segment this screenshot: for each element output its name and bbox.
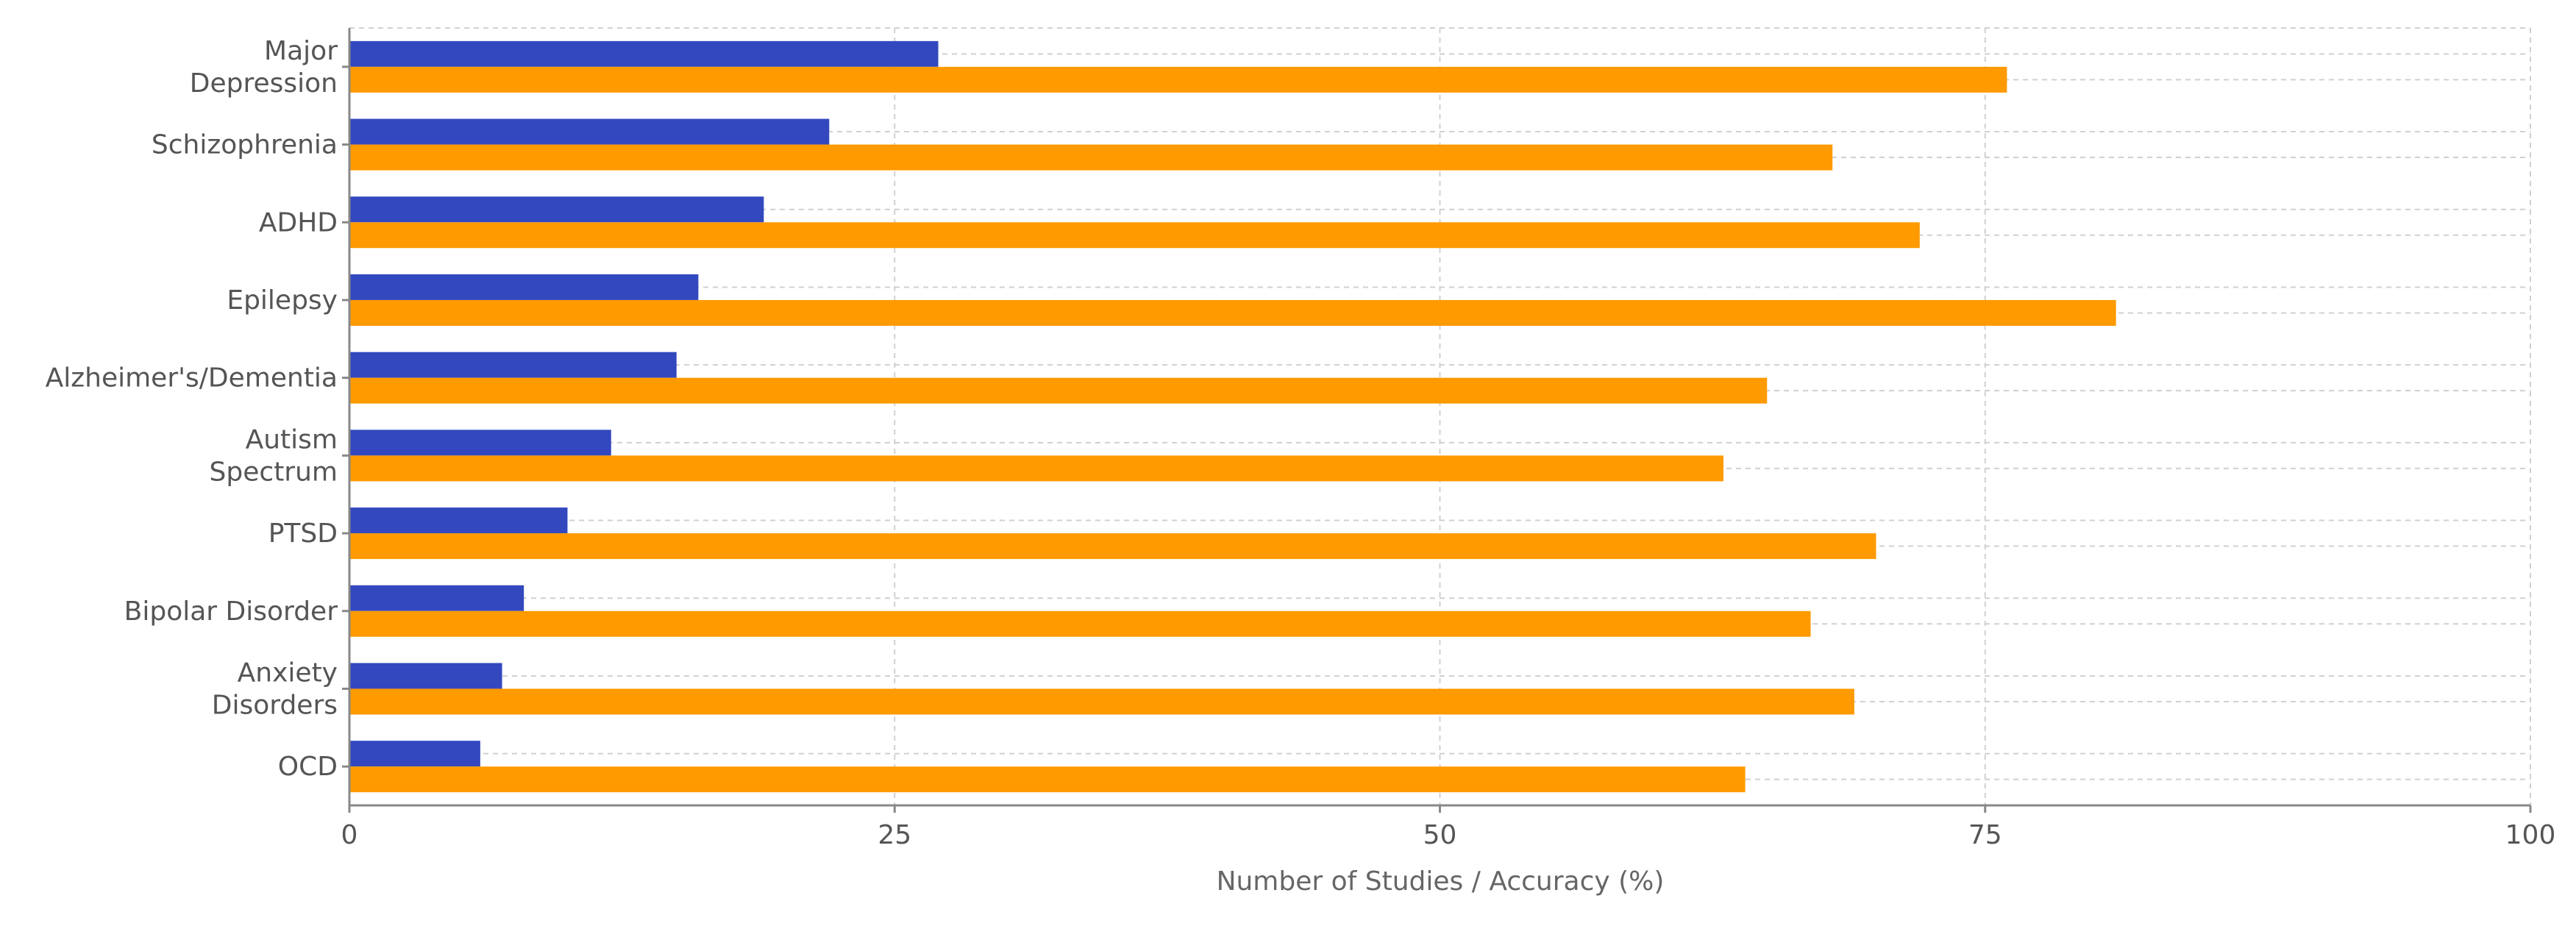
labels: 0 25 50 75 100 Major Depression Schizophrenia AD… xyxy=(46,36,2556,850)
y-tick-label-line: Epilepsy xyxy=(227,285,338,316)
bar-series-2-9 xyxy=(349,766,1746,793)
y-tick-label-line: Major xyxy=(264,36,338,66)
bar-series-2-3 xyxy=(349,299,2116,326)
y-tick-label-line: Bipolar Disorder xyxy=(124,596,338,627)
bar-series-2-4 xyxy=(349,377,1768,404)
bar-series-2-2 xyxy=(349,222,1920,249)
y-tick-label-line: PTSD xyxy=(268,519,338,549)
bar-series-1-2 xyxy=(349,196,764,223)
bar-series-1-3 xyxy=(349,274,699,300)
bar-series-1-9 xyxy=(349,741,480,767)
y-tick-label-line: ADHD xyxy=(259,207,338,238)
y-tick-label-line: Spectrum xyxy=(210,457,338,487)
bar-series-2-6 xyxy=(349,533,1876,560)
bar-series-2-5 xyxy=(349,455,1723,482)
x-tick-label: 25 xyxy=(878,820,911,850)
bar-series-2-8 xyxy=(349,688,1854,715)
y-tick-label-line: Autism xyxy=(246,424,338,455)
y-tick-label: Epilepsy xyxy=(227,285,338,316)
bar-series-1-1 xyxy=(349,118,830,145)
y-tick-label: Anxiety Disorders xyxy=(212,658,338,720)
bars xyxy=(349,40,2116,793)
y-tick-label-line: Disorders xyxy=(212,690,338,720)
x-tick-label: 100 xyxy=(2505,820,2556,850)
x-tick-label: 50 xyxy=(1423,820,1457,850)
y-tick-label: Alzheimer's/Dementia xyxy=(46,363,338,393)
bar-series-2-0 xyxy=(349,66,2007,93)
y-tick-label: Bipolar Disorder xyxy=(124,596,338,627)
bar-series-1-7 xyxy=(349,585,524,611)
y-tick-label-line: OCD xyxy=(278,752,338,782)
bar-series-1-4 xyxy=(349,352,677,378)
axes xyxy=(342,28,2532,813)
bar-series-1-8 xyxy=(349,663,502,689)
bar-series-1-6 xyxy=(349,507,568,534)
y-tick-label-line: Depression xyxy=(190,68,338,99)
y-tick-label-line: Alzheimer's/Dementia xyxy=(46,363,338,393)
bar-series-1-0 xyxy=(349,40,939,67)
y-tick-label: Major Depression xyxy=(190,36,338,99)
y-tick-label-line: Schizophrenia xyxy=(152,130,338,160)
y-tick-label-line: Anxiety xyxy=(238,658,338,688)
y-tick-label: OCD xyxy=(278,752,338,782)
y-tick-label: Autism Spectrum xyxy=(210,424,338,487)
bar-series-1-5 xyxy=(349,430,611,456)
x-tick-label: 0 xyxy=(341,820,358,850)
bar-series-2-1 xyxy=(349,144,1833,171)
x-tick-label: 75 xyxy=(1968,820,2002,850)
y-tick-label: PTSD xyxy=(268,519,338,549)
y-tick-label: Schizophrenia xyxy=(152,130,338,160)
bar-series-2-7 xyxy=(349,610,1811,637)
y-tick-label: ADHD xyxy=(259,207,338,238)
x-axis-title: Number of Studies / Accuracy (%) xyxy=(1217,866,1665,897)
